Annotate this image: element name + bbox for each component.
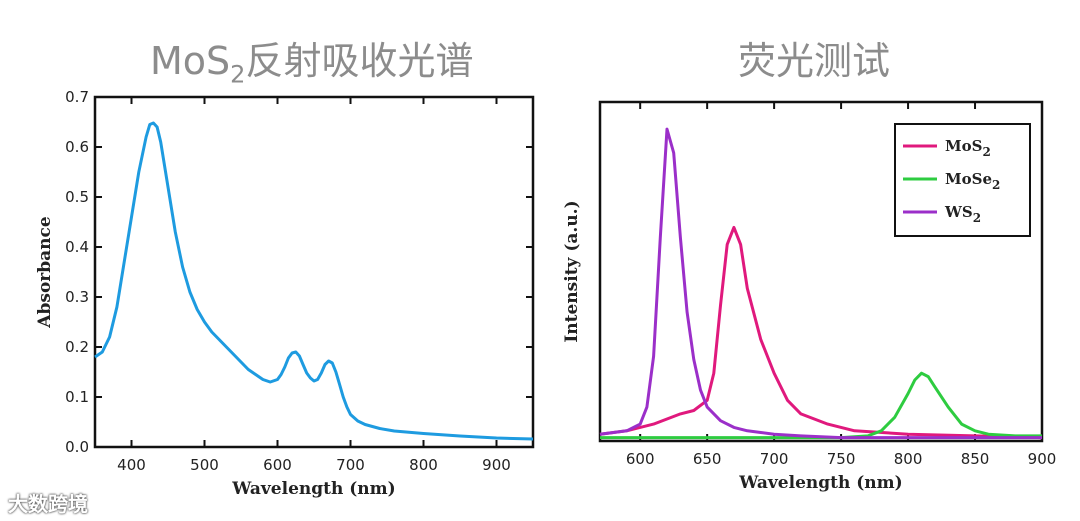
y-tick-label: 0.7 (65, 88, 89, 106)
x-tick-label: 600 (626, 450, 655, 468)
watermark-text: 大数跨境 (8, 492, 88, 516)
photoluminescence-chart: 600 650 700 750 800 850 900 Wavelength (nm) Inte… (562, 100, 1057, 493)
absorbance-chart: 400 500 600 700 800 900 0.0 0.1 0.2 0.3 0.4 0.5 0.6 0… (35, 88, 535, 499)
series-line-mose (600, 371, 1042, 440)
x-tick-label: 850 (961, 450, 990, 468)
x-axis-label: Wavelength (nm) (231, 479, 395, 499)
series-line-0 (94, 121, 534, 441)
x-tick-label: 650 (693, 450, 722, 468)
plot-frame (93, 95, 535, 449)
x-tick-label: 900 (482, 456, 511, 474)
legend-label: WS2 (944, 203, 981, 225)
x-tick-label: 400 (117, 456, 146, 474)
x-axis-label: Wavelength (nm) (738, 473, 902, 493)
y-tick-label: 0.2 (65, 338, 89, 356)
y-tick-label: 0.6 (65, 138, 89, 156)
legend-label: MoSe2 (945, 170, 1000, 192)
y-tick-label: 0.1 (65, 388, 89, 406)
x-tick-label: 500 (190, 456, 219, 474)
x-tick-label: 700 (336, 456, 365, 474)
x-tick-label: 600 (263, 456, 292, 474)
series-line-ws (599, 127, 1042, 440)
legend-label: MoS2 (945, 137, 991, 159)
y-axis-label: Intensity (a.u.) (562, 200, 582, 342)
left-chart-title: MoS2反射吸收光谱 (150, 39, 474, 89)
y-tick-label: 0.4 (65, 238, 89, 256)
plot-frame (598, 100, 1044, 443)
x-tick-label: 900 (1028, 450, 1057, 468)
x-tick-label: 800 (894, 450, 923, 468)
series-line-mos (599, 225, 1043, 440)
y-tick-label: 0.3 (65, 288, 89, 306)
x-tick-label: 700 (760, 450, 789, 468)
right-chart-title: 荧光测试 (738, 39, 891, 83)
x-tick-label: 800 (409, 456, 438, 474)
y-axis-label: Absorbance (35, 216, 55, 329)
x-tick-label: 750 (827, 450, 856, 468)
y-tick-label: 0.5 (65, 188, 89, 206)
y-tick-label: 0.0 (65, 438, 89, 456)
